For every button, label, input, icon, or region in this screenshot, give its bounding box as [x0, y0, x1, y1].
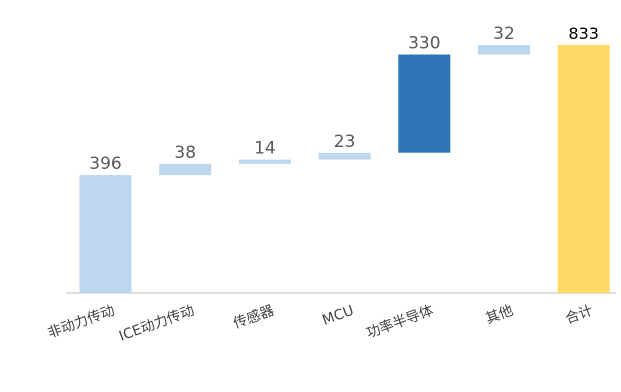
data-label: 396 — [89, 154, 121, 174]
data-label: 32 — [493, 24, 515, 44]
value-labels-group: 396 38 14 23 330 32 833 — [89, 24, 599, 174]
x-tick-label: 功率半导体 — [364, 302, 436, 342]
x-tick-label: 传感器 — [231, 302, 276, 332]
x-tick-label: 其他 — [484, 303, 516, 328]
data-label: 23 — [334, 132, 356, 152]
x-tick-labels-group: 非动力传动 ICE动力传动 传感器 MCU 功率半导体 其他 合计 — [46, 302, 595, 345]
data-label: 833 — [568, 24, 599, 43]
bar-total — [557, 45, 610, 293]
data-label: 330 — [408, 34, 440, 54]
bar-segment-1 — [79, 175, 132, 293]
data-label: 38 — [174, 143, 196, 163]
bar-segment-6 — [478, 45, 530, 55]
x-tick-label: 非动力传动 — [46, 303, 117, 342]
x-tick-label: 合计 — [563, 303, 595, 328]
bar-segment-5 — [398, 54, 451, 153]
x-tick-label: MCU — [320, 303, 356, 329]
bar-segment-3 — [238, 159, 291, 164]
data-label: 14 — [254, 139, 276, 159]
bars-group — [79, 45, 610, 293]
bar-segment-4 — [318, 152, 371, 160]
x-tick-label: ICE动力传动 — [117, 303, 196, 345]
bar-segment-2 — [159, 163, 212, 176]
